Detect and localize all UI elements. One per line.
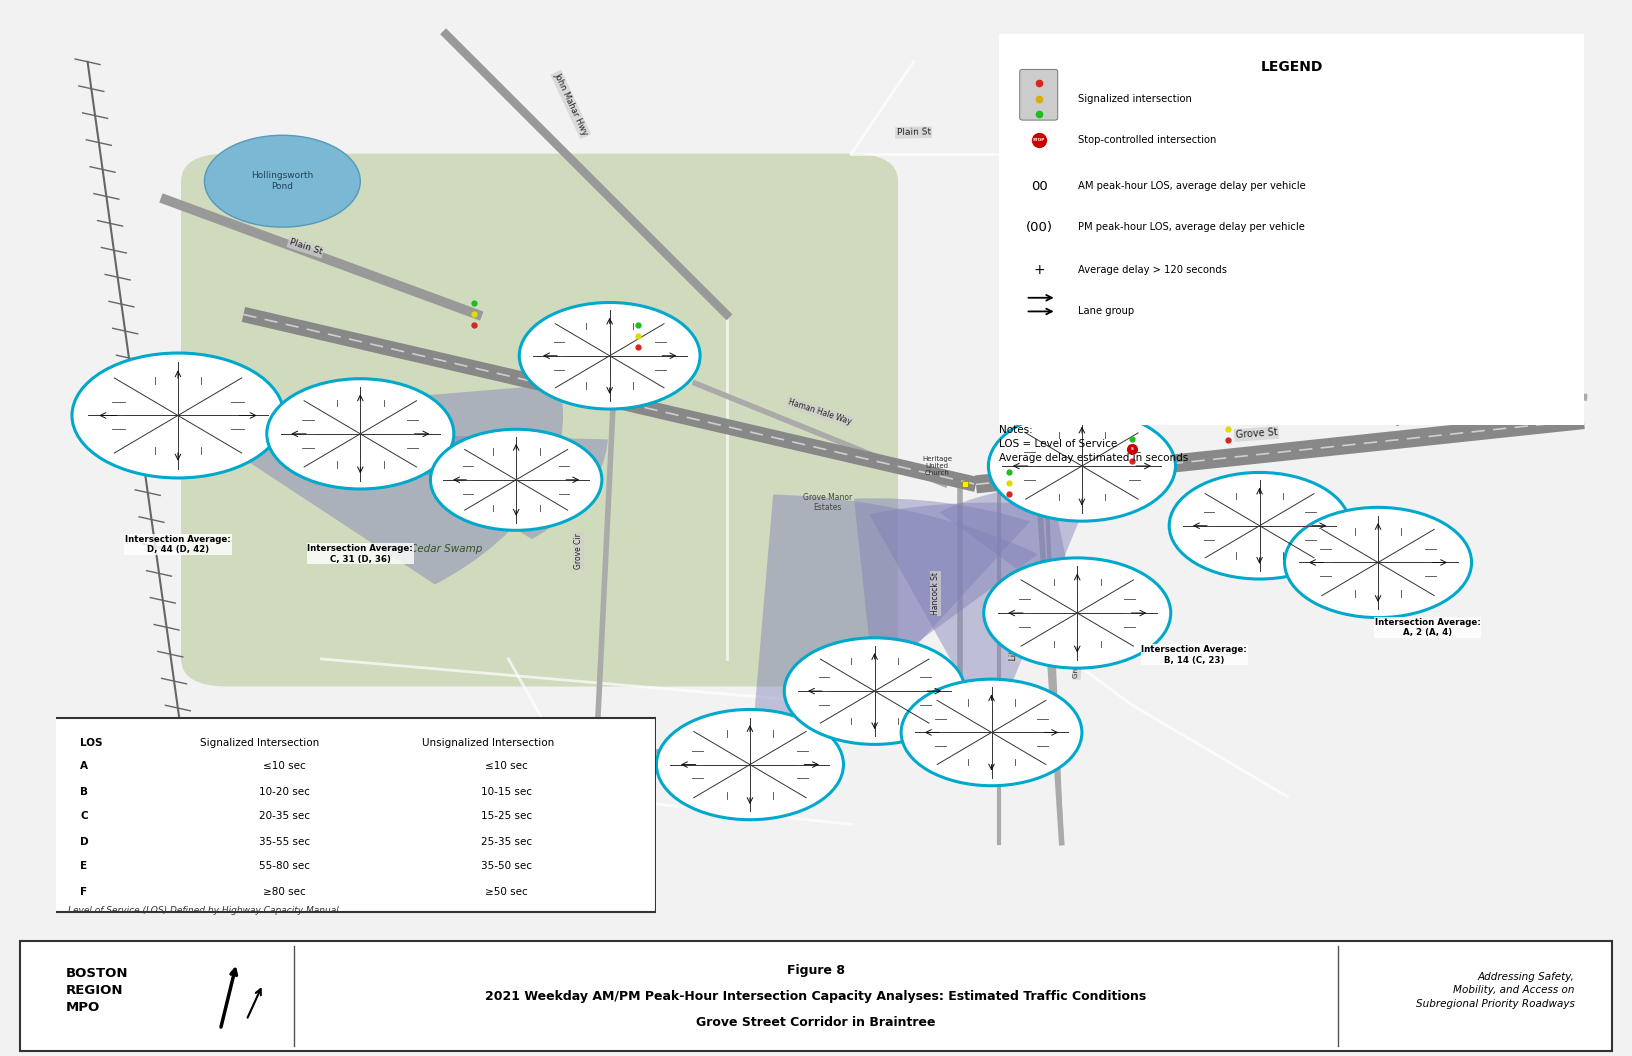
- Text: Intersection Average:
B, 14 (C, 23): Intersection Average: B, 14 (C, 23): [1141, 645, 1247, 664]
- Circle shape: [901, 679, 1082, 786]
- Text: Grove St: Grove St: [1235, 428, 1278, 440]
- Text: Average delay > 120 seconds: Average delay > 120 seconds: [1079, 265, 1227, 276]
- Wedge shape: [361, 434, 607, 540]
- Text: Tedeschi Plaza
Shopping Center: Tedeschi Plaza Shopping Center: [1017, 446, 1075, 458]
- Text: ≤10 sec: ≤10 sec: [263, 761, 305, 771]
- Text: Intersection Average:
F, 107 (D, 54): Intersection Average: F, 107 (D, 54): [1030, 397, 1134, 416]
- Text: West St: West St: [1521, 399, 1554, 409]
- Wedge shape: [870, 503, 1084, 733]
- Ellipse shape: [204, 135, 361, 227]
- Circle shape: [989, 411, 1175, 521]
- Text: S: S: [1395, 408, 1399, 412]
- Circle shape: [1169, 472, 1350, 579]
- Text: Plain St: Plain St: [896, 128, 930, 137]
- Text: ≤10 sec: ≤10 sec: [485, 761, 527, 771]
- Circle shape: [785, 638, 965, 744]
- FancyBboxPatch shape: [984, 24, 1598, 434]
- Text: STOP: STOP: [1033, 137, 1044, 142]
- Text: Stop-controlled intersection: Stop-controlled intersection: [1079, 134, 1216, 145]
- Text: D: D: [80, 836, 90, 847]
- Text: Grove St: Grove St: [565, 346, 607, 366]
- Text: Unsignalized Intersection: Unsignalized Intersection: [423, 737, 555, 748]
- Text: Addressing Safety,
Mobility, and Access on
Subregional Priority Roadways: Addressing Safety, Mobility, and Access …: [1417, 973, 1575, 1008]
- Text: Columbian St: Columbian St: [1456, 168, 1469, 220]
- FancyBboxPatch shape: [20, 942, 1612, 1051]
- Text: 20-35 sec: 20-35 sec: [259, 811, 310, 821]
- Text: Signalized Intersection: Signalized Intersection: [201, 737, 320, 748]
- Text: 2021 Weekday AM/PM Peak-Hour Intersection Capacity Analyses: Estimated Traffic C: 2021 Weekday AM/PM Peak-Hour Intersectio…: [485, 989, 1147, 1003]
- Text: 55-80 sec: 55-80 sec: [259, 861, 310, 870]
- Text: Greenleaf Ter: Greenleaf Ter: [1074, 631, 1080, 678]
- Text: Signalized intersection: Signalized intersection: [1079, 94, 1191, 103]
- Text: Hancock St: Hancock St: [930, 572, 940, 615]
- Wedge shape: [751, 494, 1038, 765]
- FancyBboxPatch shape: [1020, 70, 1058, 120]
- Text: Liberty St: Liberty St: [1009, 620, 1020, 661]
- Text: LOS: LOS: [80, 737, 103, 748]
- Circle shape: [1284, 507, 1472, 618]
- Text: Aldie Rd: Aldie Rd: [553, 753, 588, 762]
- Text: Plain St: Plain St: [289, 238, 323, 257]
- Text: C: C: [80, 811, 88, 821]
- Text: 00: 00: [1031, 180, 1048, 193]
- Text: Intersection Average:
C, 31 (D, 36): Intersection Average: C, 31 (D, 36): [307, 544, 413, 564]
- Circle shape: [519, 302, 700, 409]
- Text: Cedar Swamp: Cedar Swamp: [410, 544, 481, 553]
- Circle shape: [656, 710, 844, 819]
- Wedge shape: [1232, 264, 1345, 403]
- Text: E: E: [80, 861, 88, 870]
- Text: Grove Street Corridor in Braintree: Grove Street Corridor in Braintree: [697, 1016, 935, 1030]
- Circle shape: [1124, 176, 1310, 287]
- FancyBboxPatch shape: [181, 153, 898, 686]
- Text: B: B: [80, 787, 88, 797]
- Text: Level of Service (LOS) Defined by Highway Capacity Manual: Level of Service (LOS) Defined by Highwa…: [69, 906, 339, 914]
- Text: Heritage
United
Church: Heritage United Church: [922, 456, 951, 476]
- Circle shape: [266, 379, 454, 489]
- Text: Grove Manor
Estates: Grove Manor Estates: [803, 493, 852, 512]
- Circle shape: [72, 353, 284, 478]
- Text: ≥50 sec: ≥50 sec: [485, 886, 527, 897]
- Circle shape: [1010, 196, 1191, 303]
- Text: PM peak-hour LOS, average delay per vehicle: PM peak-hour LOS, average delay per vehi…: [1079, 223, 1306, 232]
- Text: 35-55 sec: 35-55 sec: [259, 836, 310, 847]
- Circle shape: [1229, 209, 1415, 319]
- Text: Lane group: Lane group: [1079, 306, 1134, 317]
- Text: Notes:
LOS = Level of Service
Average delay estimated in seconds: Notes: LOS = Level of Service Average de…: [999, 425, 1188, 463]
- Text: +: +: [1033, 263, 1044, 278]
- Wedge shape: [1131, 231, 1289, 401]
- Text: Figure 8: Figure 8: [787, 963, 845, 977]
- Text: F: F: [80, 886, 88, 897]
- FancyBboxPatch shape: [51, 718, 656, 912]
- Text: John Mahar Hwy: John Mahar Hwy: [552, 72, 589, 137]
- Text: A: A: [80, 761, 88, 771]
- Text: Intersection Average:
A, 2 (A, 4): Intersection Average: A, 2 (A, 4): [1376, 618, 1480, 637]
- Wedge shape: [854, 498, 1030, 691]
- Text: Haman Hale Way: Haman Hale Way: [787, 398, 854, 427]
- Circle shape: [984, 558, 1170, 668]
- Text: Birch St: Birch St: [1324, 190, 1333, 220]
- Wedge shape: [938, 485, 1077, 612]
- Text: LEGEND: LEGEND: [1260, 59, 1322, 74]
- Text: 25-35 sec: 25-35 sec: [481, 836, 532, 847]
- Text: AM peak-hour LOS, average delay per vehicle: AM peak-hour LOS, average delay per vehi…: [1079, 182, 1306, 191]
- Text: Hollingsworth
Pond: Hollingsworth Pond: [251, 171, 313, 191]
- Text: (00): (00): [1025, 221, 1053, 234]
- Text: Grove Cir: Grove Cir: [574, 533, 583, 569]
- Wedge shape: [178, 384, 563, 585]
- Text: 10-20 sec: 10-20 sec: [259, 787, 310, 797]
- Text: Intersection Average:
D, 44 (D, 42): Intersection Average: D, 44 (D, 42): [126, 535, 230, 554]
- Text: ≥80 sec: ≥80 sec: [263, 886, 305, 897]
- Text: 15-25 sec: 15-25 sec: [481, 811, 532, 821]
- Text: O'Toole Ter: O'Toole Ter: [1248, 215, 1258, 257]
- Wedge shape: [1056, 250, 1206, 412]
- Text: 35-50 sec: 35-50 sec: [481, 861, 532, 870]
- Text: BOSTON
REGION
MPO: BOSTON REGION MPO: [65, 967, 127, 1014]
- Text: 10-15 sec: 10-15 sec: [481, 787, 532, 797]
- Text: S: S: [1131, 448, 1133, 452]
- Circle shape: [431, 429, 602, 530]
- Text: Hancock St: Hancock St: [119, 388, 134, 431]
